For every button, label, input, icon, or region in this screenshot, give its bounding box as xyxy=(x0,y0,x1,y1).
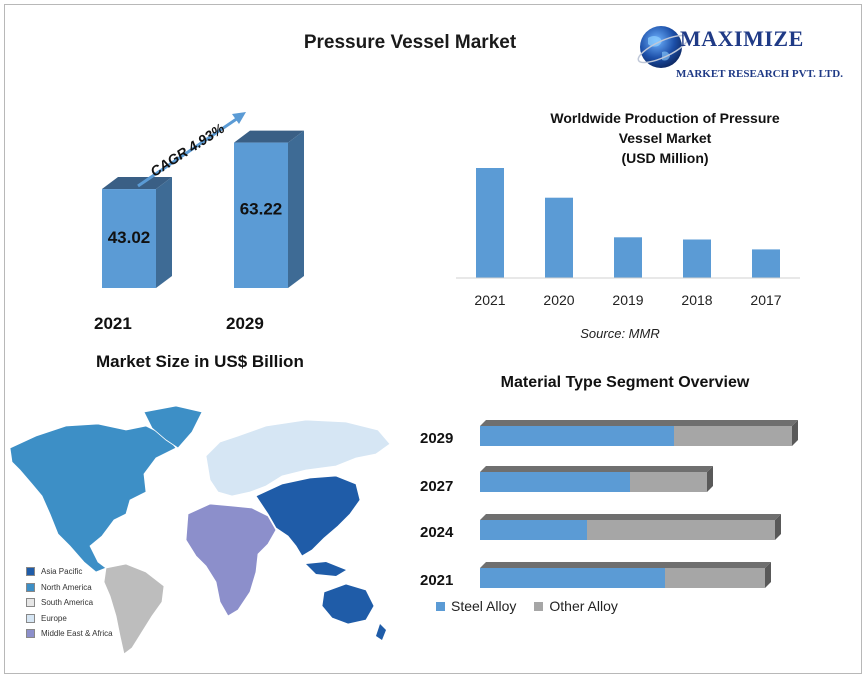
material-year-2029: 2029 xyxy=(420,430,454,447)
map-region-indonesia xyxy=(306,562,346,576)
page-title: Pressure Vessel Market xyxy=(303,32,517,53)
production-source: Source: MMR xyxy=(580,326,660,341)
map-legend-item: Asia Pacific xyxy=(26,564,113,580)
market-size-year-2021: 2021 xyxy=(94,314,132,333)
legend-swatch xyxy=(26,582,35,592)
map-region-new-zealand xyxy=(376,624,386,640)
legend-label: Europe xyxy=(41,613,67,623)
legend-swatch-steel xyxy=(436,601,445,611)
legend-label-other: Other Alloy xyxy=(549,598,618,614)
legend-label: Asia Pacific xyxy=(41,567,83,577)
market-size-year-2029: 2029 xyxy=(226,314,264,333)
map-legend-item: Europe xyxy=(26,611,113,627)
company-logo: MAXIMIZE MARKET RESEARCH PVT. LTD. xyxy=(636,22,858,84)
map-region-europe xyxy=(205,419,391,497)
legend-label-steel: Steel Alloy xyxy=(451,598,517,614)
production-title-line1: Worldwide Production of Pressure xyxy=(550,110,780,126)
legend-swatch xyxy=(26,567,35,577)
logo-subtitle: MARKET RESEARCH PVT. LTD. xyxy=(676,68,843,80)
material-year-2027: 2027 xyxy=(420,478,454,495)
legend-label: South America xyxy=(41,598,94,608)
world-map xyxy=(9,405,391,655)
material-year-2024: 2024 xyxy=(420,524,454,541)
market-size-caption: Market Size in US$ Billion xyxy=(96,352,304,371)
globe-icon xyxy=(637,26,689,68)
legend-swatch xyxy=(26,598,35,608)
material-chart-title: Material Type Segment Overview xyxy=(500,374,750,391)
material-legend: Steel Alloy Other Alloy xyxy=(436,598,618,614)
map-legend-item: North America xyxy=(26,580,113,596)
production-title-line2: Vessel Market xyxy=(618,130,712,146)
map-legend-item: South America xyxy=(26,595,113,611)
map-legend: Asia Pacific North America South America… xyxy=(26,564,113,642)
legend-label: North America xyxy=(41,582,92,592)
material-year-2021: 2021 xyxy=(420,572,454,589)
legend-label: Middle East & Africa xyxy=(41,629,113,639)
legend-swatch xyxy=(26,613,35,623)
map-legend-item: Middle East & Africa xyxy=(26,626,113,642)
map-region-asia-pacific xyxy=(255,475,361,557)
map-region-middle-east-africa xyxy=(185,503,277,617)
map-region-south-america xyxy=(103,563,165,655)
production-chart-title: Worldwide Production of Pressure Vessel … xyxy=(530,108,800,168)
logo-name: MAXIMIZE xyxy=(680,26,804,51)
map-region-north-america xyxy=(9,423,177,573)
production-title-line3: (USD Million) xyxy=(621,150,709,166)
legend-swatch-other xyxy=(534,601,544,611)
legend-swatch xyxy=(26,629,35,639)
map-region-australia xyxy=(321,583,375,625)
map-region-greenland xyxy=(143,405,203,449)
